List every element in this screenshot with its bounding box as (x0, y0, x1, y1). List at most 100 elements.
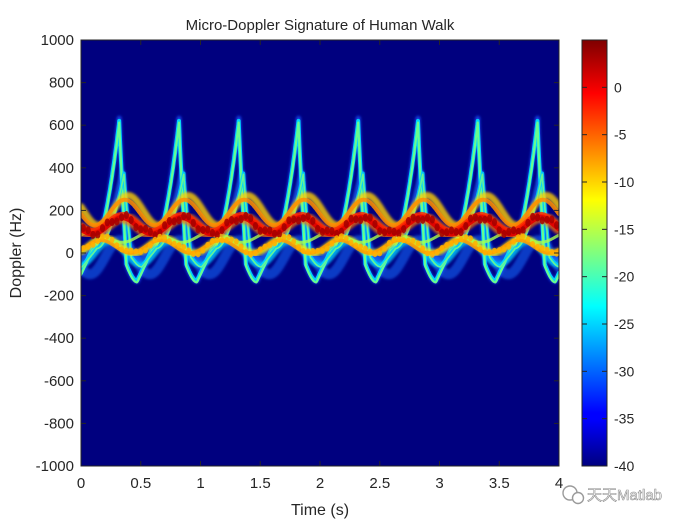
colorbar (581, 39, 608, 467)
torso-speckle (147, 227, 153, 236)
y-tick-label: 400 (49, 160, 74, 177)
torso-speckle (391, 227, 397, 236)
x-tick-label: 1.5 (250, 475, 271, 492)
x-tick-label: 4 (555, 475, 563, 492)
low-speckle (496, 247, 502, 254)
low-speckle (195, 251, 201, 258)
low-speckle (391, 236, 397, 243)
low-speckle (315, 247, 321, 254)
y-axis-label: Doppler (Hz) (8, 208, 25, 299)
low-speckle (124, 247, 129, 254)
torso-speckle (415, 215, 421, 224)
low-speckle (205, 241, 211, 248)
torso-speckle (181, 212, 187, 221)
torso-speckle (405, 217, 412, 226)
torso-speckle (262, 226, 268, 235)
torso-speckle (291, 215, 297, 224)
colorbar-tick-label: -30 (614, 363, 634, 379)
low-speckle (511, 238, 516, 245)
torso-speckle (429, 215, 435, 224)
low-speckle (463, 234, 469, 241)
low-speckle (401, 237, 407, 244)
low-speckle (190, 251, 196, 258)
x-axis: 0 0.5 1 1.5 2 2.5 3 3.5 4 (77, 40, 563, 492)
torso-speckle (286, 216, 292, 225)
low-speckle (535, 243, 540, 250)
chart-title: Micro-Doppler Signature of Human Walk (186, 17, 455, 34)
y-tick-label: -200 (44, 288, 74, 305)
low-speckle (286, 234, 292, 241)
torso-speckle (501, 230, 507, 239)
low-speckle (85, 243, 91, 250)
low-speckle (138, 249, 144, 256)
torso-speckle (329, 227, 335, 236)
low-speckle (363, 245, 368, 252)
y-tick-label: -600 (44, 373, 74, 390)
low-speckle (468, 235, 473, 242)
low-speckle (386, 239, 392, 246)
torso-speckle (305, 212, 311, 221)
low-speckle (176, 242, 182, 249)
low-speckle (281, 233, 287, 240)
low-speckle (410, 237, 416, 244)
torso-speckle (401, 225, 407, 234)
torso-speckle (123, 211, 130, 220)
torso-speckle (434, 223, 440, 232)
low-speckle (539, 245, 545, 252)
torso-speckle (142, 224, 149, 233)
y-tick-label: -800 (44, 415, 74, 432)
low-speckle (487, 249, 493, 256)
low-speckle (143, 247, 148, 254)
low-speckle (425, 250, 430, 257)
low-speckle (372, 251, 378, 258)
torso-speckle (128, 216, 134, 225)
low-speckle (162, 234, 168, 241)
low-speckle (353, 242, 359, 249)
low-speckle (300, 247, 306, 254)
colorbar-tick-label: -10 (614, 174, 634, 190)
torso-speckle (205, 225, 211, 234)
low-speckle (310, 247, 316, 254)
torso-speckle (367, 213, 373, 222)
torso-speckle (214, 231, 220, 240)
torso-speckle (166, 216, 173, 225)
colorbar-tick-label: -5 (614, 127, 627, 143)
low-speckle (382, 245, 387, 252)
torso-speckle (271, 229, 278, 238)
low-speckle (358, 243, 364, 250)
low-speckle (238, 243, 244, 250)
x-tick-label: 2 (316, 475, 324, 492)
x-axis-label: Time (s) (291, 502, 349, 519)
low-speckle (343, 235, 349, 242)
low-speckle (530, 240, 536, 247)
low-speckle (329, 240, 335, 247)
low-speckle (95, 238, 101, 245)
low-speckle (339, 233, 344, 240)
torso-speckle (343, 219, 349, 228)
torso-speckle (424, 213, 431, 222)
colorbar-tick-label: -35 (614, 411, 634, 427)
low-speckle (439, 244, 445, 251)
torso-speckle (209, 228, 216, 237)
low-speckle (171, 240, 177, 247)
low-speckle (100, 234, 105, 241)
torso-speckle (358, 216, 364, 225)
low-speckle (319, 247, 325, 254)
low-speckle (219, 237, 225, 244)
torso-speckle (95, 230, 101, 239)
torso-speckle (267, 226, 273, 235)
low-speckle (549, 249, 555, 256)
torso-speckle (458, 228, 464, 237)
torso-speckle (444, 228, 450, 237)
low-speckle (243, 249, 249, 256)
torso-speckle (496, 226, 502, 235)
torso-speckle (114, 217, 120, 226)
torso-speckle (162, 221, 168, 230)
torso-speckle (81, 224, 86, 233)
torso-speckle (348, 214, 354, 223)
torso-speckle (324, 226, 330, 235)
colorbar-tick-label: -20 (614, 269, 634, 285)
spectrogram-signature (81, 115, 559, 284)
torso-speckle (315, 224, 321, 233)
